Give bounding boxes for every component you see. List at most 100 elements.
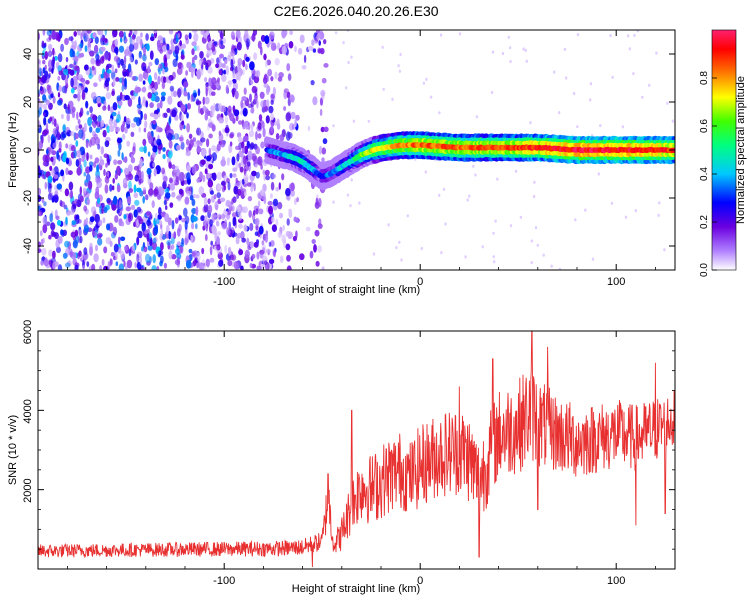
spectrogram-noise-cell bbox=[112, 177, 115, 184]
spectrogram-noise-cell bbox=[69, 190, 73, 199]
spectrogram-noise-cell bbox=[70, 77, 74, 88]
spectrogram-noise-cell bbox=[76, 199, 82, 208]
spectrogram-noise-cell bbox=[277, 42, 281, 51]
spectrogram-noise-cell bbox=[126, 140, 131, 147]
spectrogram-noise-cell bbox=[207, 66, 213, 74]
spectrogram-noise-cell bbox=[185, 150, 191, 157]
spectrogram-noise-cell bbox=[141, 170, 144, 180]
spectrogram-noise-cell bbox=[202, 225, 206, 231]
spectrogram-noise-cell bbox=[318, 40, 322, 46]
spectrogram-noise-cell bbox=[574, 218, 577, 222]
spectrogram-noise-cell bbox=[202, 57, 207, 65]
spectrogram-noise-cell bbox=[223, 185, 227, 191]
spectrogram-noise-cell bbox=[70, 231, 76, 238]
spectrogram-noise-cell bbox=[93, 161, 97, 168]
spectrogram-noise-cell bbox=[382, 87, 385, 91]
spectrogram-noise-cell bbox=[245, 38, 251, 48]
spectrogram-noise-cell bbox=[143, 113, 148, 121]
spectrogram-noise-cell bbox=[89, 165, 93, 172]
spectrogram-noise-cell bbox=[532, 194, 536, 199]
spectrogram-noise-cell bbox=[52, 250, 56, 259]
spectrogram-noise-cell bbox=[221, 105, 227, 113]
spectrogram-noise-cell bbox=[96, 233, 102, 239]
spectrogram-noise-cell bbox=[87, 41, 91, 49]
spectrogram-noise-cell bbox=[42, 30, 46, 36]
spectrogram-noise-cell bbox=[42, 103, 48, 111]
spectrogram-noise-cell bbox=[88, 180, 93, 190]
spectrogram-noise-cell bbox=[243, 135, 249, 142]
spectrogram-noise-cell bbox=[210, 77, 217, 85]
spectrogram-noise-cell bbox=[136, 236, 140, 246]
spectrogram-noise-cell bbox=[85, 80, 90, 85]
spectrogram-noise-cell bbox=[259, 189, 265, 196]
spectrogram-noise-cell bbox=[217, 77, 220, 83]
spectrogram-noise-cell bbox=[140, 32, 143, 38]
spectrogram-noise-cell bbox=[399, 52, 402, 57]
spectrogram-noise-cell bbox=[149, 255, 152, 264]
spectrogram-noise-cell bbox=[196, 146, 202, 153]
spectrogram-noise-cell bbox=[183, 91, 188, 97]
spectrogram-noise-cell bbox=[265, 248, 271, 254]
spectrogram-noise-cell bbox=[227, 80, 234, 85]
spectrogram-noise-cell bbox=[167, 49, 173, 55]
spectrogram-noise-cell bbox=[51, 59, 55, 68]
spectrogram-noise-cell bbox=[147, 151, 151, 157]
spectrogram-noise-cell bbox=[78, 229, 82, 237]
spectrogram-noise-cell bbox=[144, 194, 149, 201]
spectrogram-cells bbox=[38, 30, 675, 270]
spectrogram-noise-cell bbox=[73, 31, 77, 37]
spectrogram-noise-cell bbox=[216, 171, 223, 180]
spectrogram-noise-cell bbox=[119, 37, 123, 43]
spectrogram-noise-cell bbox=[102, 129, 107, 138]
spectrogram-noise-cell bbox=[67, 170, 73, 176]
spectrogram-noise-cell bbox=[303, 54, 307, 64]
spectrogram-noise-cell bbox=[179, 40, 183, 47]
spectrogram-noise-cell bbox=[267, 68, 273, 77]
spectrogram-noise-cell bbox=[116, 114, 121, 123]
spectrogram-noise-cell bbox=[238, 249, 244, 256]
spectrogram-noise-cell bbox=[180, 104, 186, 113]
spectrogram-noise-cell bbox=[231, 212, 237, 218]
spectrogram-noise-cell bbox=[137, 107, 141, 115]
spectrogram-noise-cell bbox=[74, 133, 79, 140]
spectrogram-noise-cell bbox=[69, 63, 74, 69]
spectrogram-noise-cell bbox=[142, 196, 145, 204]
spectrogram-noise-cell bbox=[191, 198, 196, 207]
spectrogram-noise-cell bbox=[188, 32, 192, 40]
spectrogram-noise-cell bbox=[203, 203, 209, 213]
spectrogram-noise-cell bbox=[174, 45, 180, 55]
spectrogram-noise-cell bbox=[178, 136, 184, 142]
spectrogram-noise-cell bbox=[73, 149, 77, 159]
spectrogram-noise-cell bbox=[217, 231, 221, 236]
spectrogram-noise-cell bbox=[98, 30, 104, 36]
spectrogram-noise-cell bbox=[591, 257, 595, 261]
spectrogram-noise-cell bbox=[218, 117, 224, 124]
spectrogram-noise-cell bbox=[86, 37, 92, 43]
spectrogram-noise-cell bbox=[206, 138, 210, 148]
spectrogram-noise-cell bbox=[60, 169, 65, 177]
spectrogram-noise-cell bbox=[50, 156, 54, 162]
spectrogram-noise-cell bbox=[118, 99, 123, 107]
spectrogram-noise-cell bbox=[95, 127, 101, 133]
spectrogram-noise-cell bbox=[83, 191, 87, 198]
spectrogram-noise-cell bbox=[47, 134, 51, 143]
spectrogram-noise-cell bbox=[294, 198, 297, 205]
spectrogram-noise-cell bbox=[352, 119, 356, 123]
spectrogram-noise-cell bbox=[89, 106, 93, 114]
spectrogram-noise-cell bbox=[263, 196, 267, 204]
spectrogram-noise-cell bbox=[207, 179, 213, 188]
spectrogram-noise-cell bbox=[64, 262, 71, 268]
spectrogram-noise-cell bbox=[52, 95, 56, 104]
spectrogram-noise-cell bbox=[81, 30, 87, 37]
spectrogram-noise-cell bbox=[72, 61, 76, 72]
spectrogram-noise-cell bbox=[205, 225, 208, 232]
spectrogram-noise-cell bbox=[130, 153, 134, 161]
spectrogram-noise-cell bbox=[143, 246, 148, 253]
spectrogram-noise-cell bbox=[198, 60, 202, 66]
spectrogram-noise-cell bbox=[199, 171, 203, 180]
spectrogram-noise-cell bbox=[123, 116, 127, 123]
spectrogram-y-axis: -40 -20 0 20 40 bbox=[22, 29, 675, 271]
spectrogram-noise-cell bbox=[254, 218, 260, 226]
spectrogram-noise-cell bbox=[58, 141, 62, 151]
spectrogram-noise-cell bbox=[264, 233, 269, 243]
